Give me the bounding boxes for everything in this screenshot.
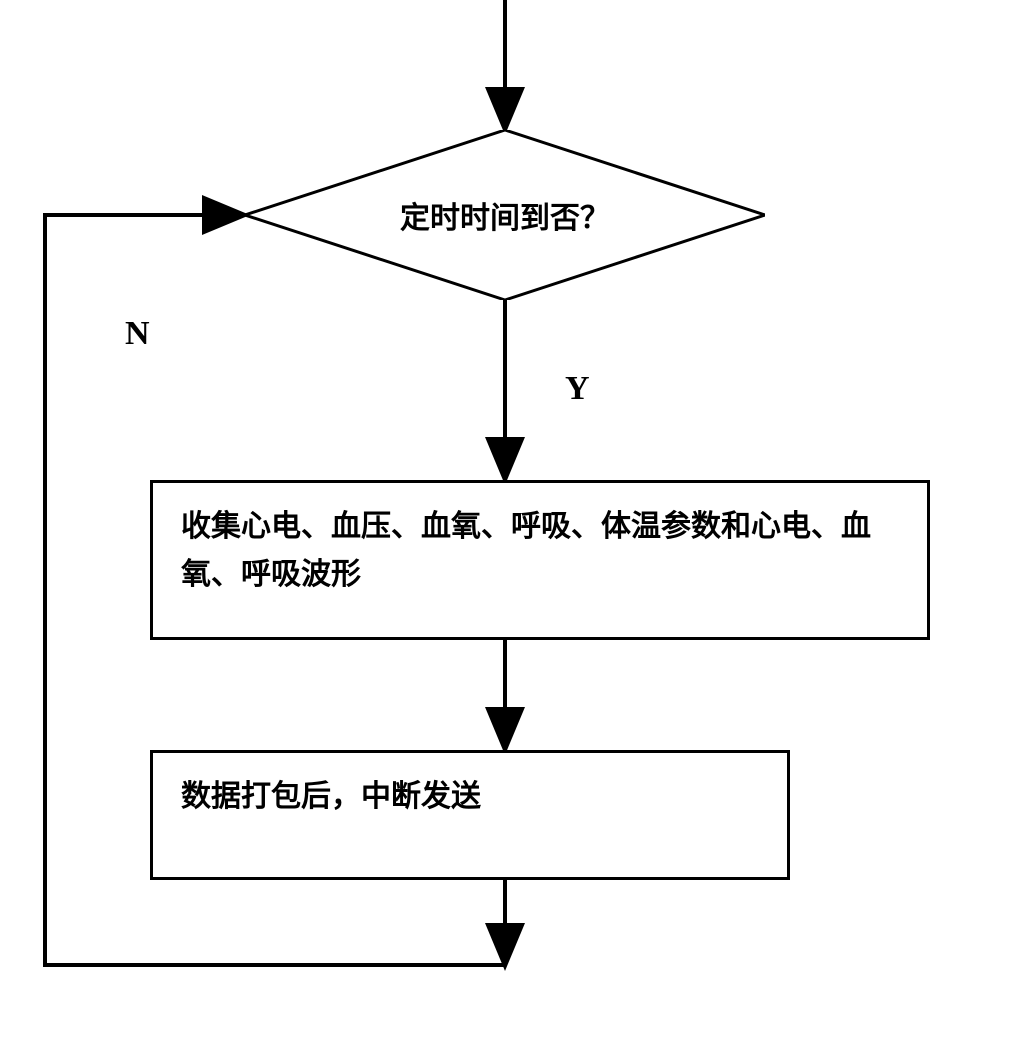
process1-text: 收集心电、血压、血氧、呼吸、体温参数和心电、血氧、呼吸波形: [181, 510, 871, 591]
flowchart-container: 定时时间到否？ N Y 收集心电、血压、血氧、呼吸、体温参数和心电、血氧、呼吸波…: [0, 0, 1019, 1040]
no-label: N: [125, 315, 150, 353]
process-collect-data: 收集心电、血压、血氧、呼吸、体温参数和心电、血氧、呼吸波形: [150, 480, 930, 640]
decision-text: 定时时间到否？: [400, 193, 610, 237]
yes-label: Y: [565, 370, 590, 408]
process-package-send: 数据打包后，中断发送: [150, 750, 790, 880]
decision-node: 定时时间到否？: [245, 130, 765, 300]
process2-text: 数据打包后，中断发送: [181, 780, 481, 813]
